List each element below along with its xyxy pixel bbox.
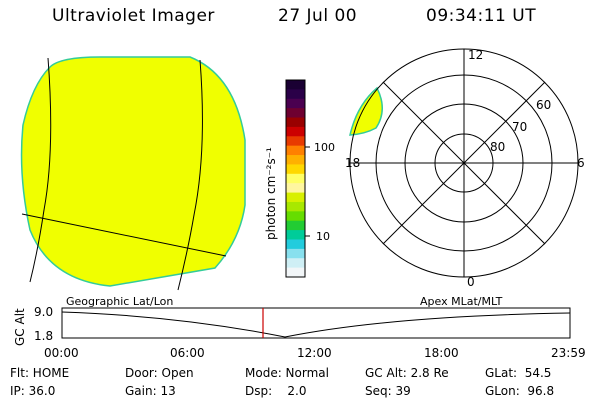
- colorbar-band: [286, 155, 305, 165]
- colorbar-label-10: 10: [316, 230, 330, 243]
- aurora-region: [349, 86, 383, 136]
- colorbar-band: [286, 145, 305, 156]
- colorbar-band: [286, 258, 305, 269]
- colorbar-band: [286, 230, 305, 240]
- flight-status: Flt: HOME: [10, 366, 70, 380]
- colorbar-label-100: 100: [314, 141, 335, 154]
- colorbar-band: [286, 136, 305, 147]
- earth-disc: [20, 56, 246, 287]
- colorbar-band: [286, 98, 305, 109]
- time-label-1800: 18:00: [424, 346, 459, 360]
- mlt-label-bottom: 0: [467, 275, 475, 289]
- gain-value: Gain: 13: [125, 384, 176, 398]
- colorbar-band: [286, 201, 305, 212]
- colorbar-band: [286, 211, 305, 222]
- polar-diagonal-2: [382, 81, 546, 245]
- time-label-0600: 06:00: [170, 346, 205, 360]
- time-label-0000: 00:00: [44, 346, 79, 360]
- colorbar-frame: [285, 79, 306, 278]
- geographic-longitude: GLon: 96.8: [485, 384, 555, 398]
- lat-label-70: 70: [512, 120, 527, 134]
- colorbar-band: [286, 108, 305, 119]
- timeline-right-caption: Apex MLat/MLT: [420, 295, 503, 308]
- door-status: Door: Open: [125, 366, 194, 380]
- observation-time: 09:34:11 UT: [426, 6, 537, 26]
- longitude-line-left: [29, 57, 52, 283]
- colorbar-unit-label: photon cm⁻²s⁻¹: [264, 147, 278, 240]
- observation-date: 27 Jul 00: [278, 6, 358, 26]
- timeline-frame: [61, 307, 571, 339]
- colorbar-band: [286, 126, 305, 137]
- polar-plot: 12 18 6 0 60 70 80: [345, 48, 585, 289]
- latitude-line: [21, 213, 227, 257]
- colorbar-band: [286, 117, 305, 128]
- timeline-y-top-label: 9.0: [34, 305, 53, 319]
- mlt-label-top: 12: [468, 48, 483, 62]
- lat-label-80: 80: [490, 140, 505, 154]
- earth-image: [20, 56, 246, 291]
- timeline-left-caption: Geographic Lat/Lon: [66, 295, 173, 308]
- colorbar-band: [286, 267, 305, 278]
- timeline-axis-title: GC Alt: [13, 308, 27, 346]
- lat-label-60: 60: [536, 98, 551, 112]
- timeline-y-bottom-label: 1.8: [34, 329, 53, 343]
- instrument-title: Ultraviolet Imager: [52, 6, 215, 26]
- colorbar-band: [286, 164, 305, 175]
- timeline: Geographic Lat/Lon Apex MLat/MLT GC Alt …: [13, 295, 586, 360]
- time-label-2359: 23:59: [551, 346, 586, 360]
- mlt-label-right: 6: [577, 156, 585, 170]
- colorbar-band: [286, 220, 305, 231]
- colorbar-band: [286, 183, 305, 194]
- time-label-1200: 12:00: [297, 346, 332, 360]
- colorbar-band: [286, 89, 305, 100]
- colorbar-band: [286, 248, 305, 259]
- colorbar: [285, 79, 306, 278]
- sequence-value: Seq: 39: [365, 384, 411, 398]
- gc-altitude: GC Alt: 2.8 Re: [365, 366, 449, 380]
- colorbar-band: [286, 192, 305, 203]
- colorbar-band: [286, 80, 305, 90]
- geographic-latitude: GLat: 54.5: [485, 366, 552, 380]
- colorbar-band: [286, 173, 305, 184]
- mlt-label-left: 18: [345, 156, 360, 170]
- colorbar-band: [286, 239, 305, 250]
- display-value: Dsp: 2.0: [245, 384, 307, 398]
- altitude-curve: [61, 311, 571, 338]
- mode-status: Mode: Normal: [245, 366, 329, 380]
- ip-value: IP: 36.0: [10, 384, 56, 398]
- longitude-line-right: [177, 59, 203, 291]
